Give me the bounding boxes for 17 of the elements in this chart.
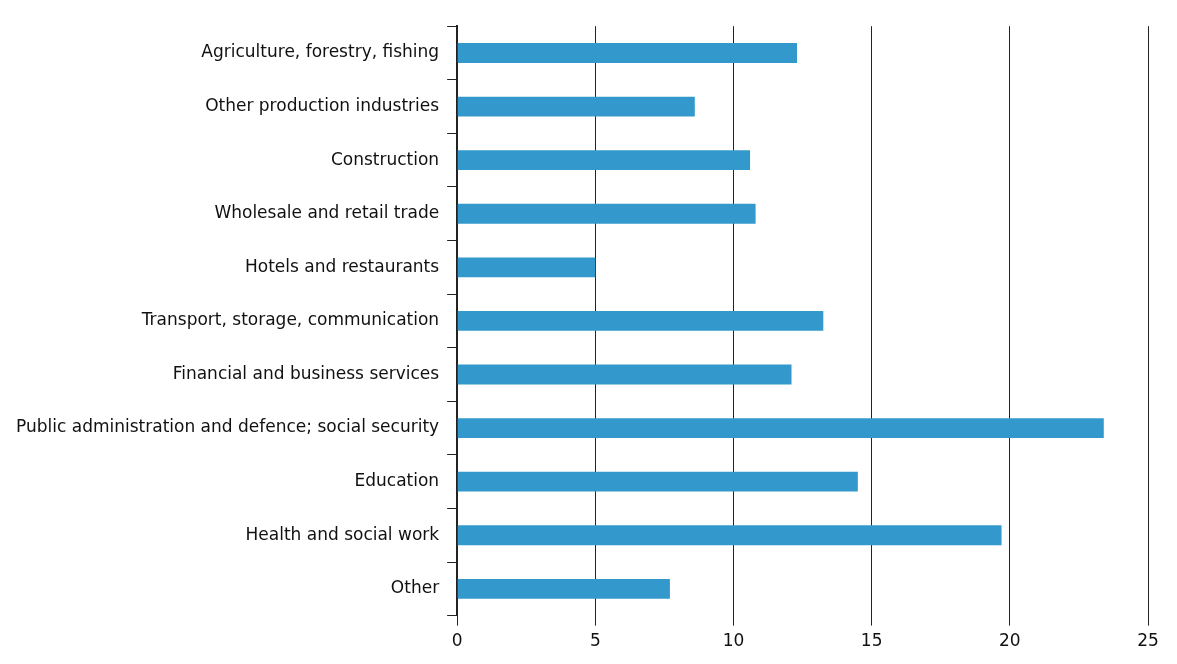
y-tick-label: Wholesale and retail trade: [214, 202, 440, 223]
y-tick-label: Health and social work: [245, 523, 440, 544]
x-tick-label: 15: [860, 630, 883, 651]
y-tick-label: Agriculture, forestry, fishing: [201, 41, 440, 62]
y-tick-label: Other: [390, 577, 440, 598]
y-tick-label: Public administration and defence; social security: [16, 416, 440, 437]
y-tick-label: Construction: [330, 148, 440, 169]
y-tick-label: Transport, storage, communication: [140, 309, 440, 330]
y-tick-label: Financial and business services: [172, 362, 440, 383]
x-tick-label: 10: [722, 630, 745, 651]
y-tick-label: Other production industries: [205, 94, 440, 115]
y-tick-label: Hotels and restaurants: [244, 255, 440, 276]
x-tick-label: 0: [451, 630, 463, 651]
x-tick-label: 5: [589, 630, 601, 651]
x-tick-label: 25: [1137, 630, 1159, 651]
y-tick-label: Education: [354, 470, 440, 491]
x-tick-label: 20: [999, 630, 1021, 651]
